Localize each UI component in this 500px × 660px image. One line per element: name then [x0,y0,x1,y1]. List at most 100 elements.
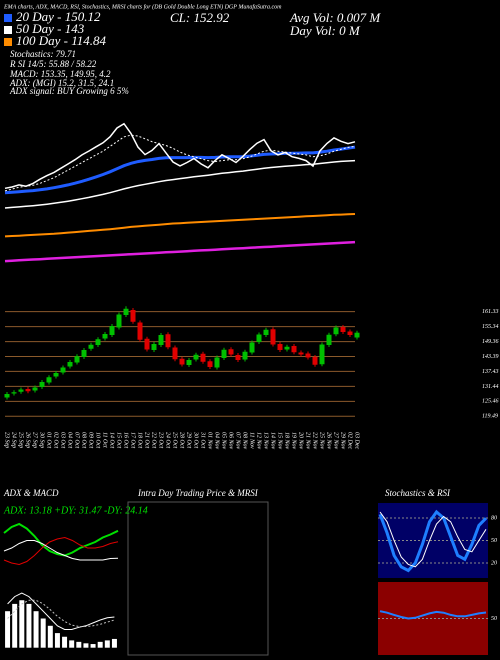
x-tick-label: 14 Oct [109,432,116,448]
candle-body [109,326,115,335]
x-tick-label: 18 Nov [284,432,290,450]
legend-swatch [4,26,12,34]
x-tick-label: 22 Nov [312,432,318,450]
candle-body [214,357,220,368]
x-tick-label: 26 Sep [25,432,31,448]
x-tick-label: 23 Oct [158,432,164,448]
x-tick-label: 08 Nov [242,432,248,450]
bar [104,640,110,648]
y-tick-label: 131.44 [482,383,499,390]
series-line [4,134,356,192]
x-tick-label: 05 Nov [221,432,227,450]
candle-body [123,308,129,315]
x-tick-label: 11 Nov [249,432,255,449]
x-tick-label: 11 Oct [102,432,108,448]
candle-body [88,344,94,349]
candle-body [319,344,325,365]
series-line [4,122,356,190]
bar [76,641,82,648]
bar [97,641,103,648]
close-price: CL: 152.92 [170,10,230,25]
rsi-text: R SI 14/5: 55.88 / 58.22 [9,59,97,69]
bar [111,638,117,648]
legend-label: 100 Day - 114.84 [16,33,107,48]
candle-body [158,335,164,345]
adx-signal-text: ADX signal: BUY Growing 6 5% [9,86,129,96]
day-volume: Day Vol: 0 M [289,23,361,38]
legend-swatch [4,38,12,46]
candle-body [305,353,311,358]
x-tick-label: 04 Oct [67,432,74,448]
candle-body [151,344,157,350]
x-tick-label: 03 Oct [60,432,66,448]
bar [40,618,46,648]
x-tick-label: 21 Nov [305,432,311,450]
bar [19,600,25,648]
series-line [379,610,487,620]
y-tick-label: 137.43 [482,368,499,375]
candle-body [74,356,80,363]
candle-body [193,354,199,360]
series-line [4,159,356,209]
x-tick-label: 16 Oct [123,432,129,448]
y-tick-label: 119.49 [482,413,498,420]
page-title: EMA charts, ADX, MACD, RSI, Stochastics,… [3,3,282,10]
y-tick-label: 149.36 [482,338,499,345]
x-tick-label: 24 Oct [165,432,172,448]
candle-body [221,349,227,358]
x-tick-label: 09 Oct [88,432,94,448]
candle-body [25,389,31,392]
y-tick-label: 50 [491,538,497,544]
candle-body [95,339,101,345]
x-tick-label: 10 Oct [95,432,101,448]
bar [26,603,32,648]
x-tick-label: 27 Sep [32,432,38,448]
candle-body [102,334,108,339]
x-tick-label: 25 Oct [172,432,178,448]
y-tick-label: 161.33 [482,309,499,315]
x-tick-label: 01 Nov [207,432,213,450]
candle-body [242,351,248,360]
x-tick-label: 25 Sep [18,432,24,448]
x-tick-label: 13 Nov [263,432,269,450]
series-line [378,509,488,573]
bar [83,643,89,648]
candle-body [116,314,122,328]
candle-body [200,353,206,362]
adx-text: ADX: (MGI) 15.2, 31.5, 24.1 [9,78,114,88]
candle-body [130,310,136,322]
x-tick-label: 06 Nov [228,432,234,450]
x-tick-label: 23 Sep [4,432,10,448]
candle-body [11,392,17,394]
candle-body [4,394,10,398]
series-line [3,522,119,557]
candle-body [256,334,262,342]
x-tick-label: 29 Oct [186,432,192,448]
candle-body [81,350,87,357]
candle-body [235,355,241,360]
candle-body [326,334,332,345]
panel-title: ADX & MACD [3,488,59,498]
x-tick-label: 17 Oct [130,432,136,448]
bar [5,611,11,648]
avg-volume: Avg Vol: 0.007 M [289,10,381,25]
candle-body [249,342,255,353]
candle-body [333,327,339,335]
candle-body [186,360,192,365]
candle-body [18,389,24,392]
candle-body [284,346,290,350]
x-tick-label: 22 Oct [151,432,157,448]
candle-body [46,377,52,383]
x-tick-label: 02 Dec [347,432,353,449]
candle-body [165,334,171,348]
bar [12,603,18,648]
candle-body [179,358,185,365]
candle-body [298,352,304,355]
bar [62,636,68,648]
candle-body [53,373,59,377]
intraday-box [127,501,269,656]
x-tick-label: 21 Oct [144,432,150,448]
candle-body [172,347,178,360]
y-tick-label: 155.34 [482,323,499,330]
